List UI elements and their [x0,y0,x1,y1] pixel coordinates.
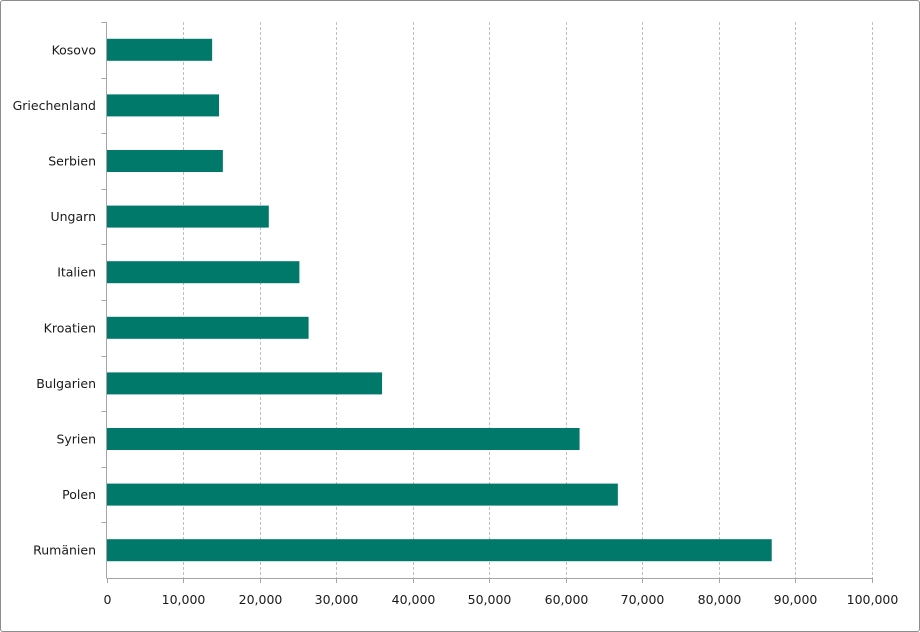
x-tick-label: 90,000 [774,592,818,607]
category-label: Rumänien [33,543,96,558]
category-label: Syrien [56,432,96,447]
x-tick-label: 10,000 [162,592,206,607]
x-tick-label: 50,000 [468,592,512,607]
bar-rumänien [106,539,772,562]
category-label: Italien [57,265,96,280]
category-label: Kroatien [44,320,96,335]
category-label: Bulgarien [36,376,96,391]
x-tick-label: 40,000 [392,592,436,607]
bar-italien [106,261,300,284]
bar-kosovo [106,38,213,61]
category-label: Ungarn [50,209,96,224]
bar-polen [106,483,618,506]
x-tick-label: 20,000 [239,592,283,607]
bar-bulgarien [106,372,383,395]
category-label: Griechenland [13,98,96,113]
x-tick-label: 30,000 [315,592,359,607]
x-tick-label: 60,000 [545,592,589,607]
category-label: Polen [62,487,96,502]
bar-kroatien [106,316,309,339]
bar-syrien [106,428,580,450]
x-tick-label: 0 [104,592,112,607]
x-tick-label: 80,000 [698,592,742,607]
bar-ungarn [106,205,269,228]
bar-serbien [106,150,223,172]
category-label: Serbien [48,154,96,169]
x-tick-label: 70,000 [621,592,665,607]
bar-griechenland [106,94,220,117]
category-label: Kosovo [52,42,96,57]
x-tick-label: 100,000 [847,592,899,607]
